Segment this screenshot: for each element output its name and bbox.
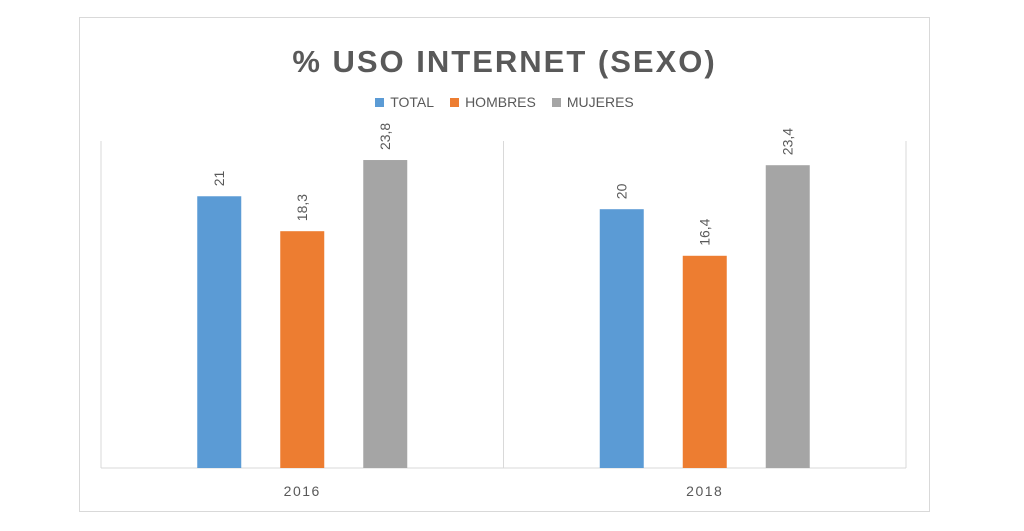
data-label: 20	[614, 183, 630, 199]
data-label: 18,3	[294, 194, 310, 221]
legend-item-hombres: HOMBRES	[450, 94, 536, 110]
legend-label-mujeres: MUJERES	[566, 94, 634, 110]
legend-swatch-hombres	[450, 97, 460, 107]
legend-swatch-mujeres	[551, 97, 561, 107]
data-label: 23,8	[377, 123, 393, 150]
bar-mujeres-2016	[363, 160, 408, 468]
data-label: 21	[211, 170, 227, 186]
legend-swatch-total	[375, 97, 385, 107]
bar-mujeres-2018	[765, 165, 810, 469]
bar-hombres-2016	[280, 231, 325, 468]
bar-hombres-2018	[682, 255, 727, 468]
bar-total-2016	[197, 196, 242, 468]
legend-label-total: TOTAL	[390, 94, 435, 110]
legend-item-total: TOTAL	[375, 94, 434, 110]
chart-title: % USO INTERNET (SEXO)	[292, 44, 717, 79]
legend-label-hombres: HOMBRES	[465, 94, 536, 110]
x-tick-label: 2016	[284, 483, 321, 499]
data-label: 23,4	[780, 128, 796, 155]
chart-legend: TOTAL HOMBRES MUJERES	[80, 94, 929, 110]
bar-total-2018	[599, 209, 644, 468]
data-label: 16,4	[697, 218, 713, 245]
legend-item-mujeres: MUJERES	[551, 94, 634, 110]
x-tick-label: 2018	[686, 483, 723, 499]
